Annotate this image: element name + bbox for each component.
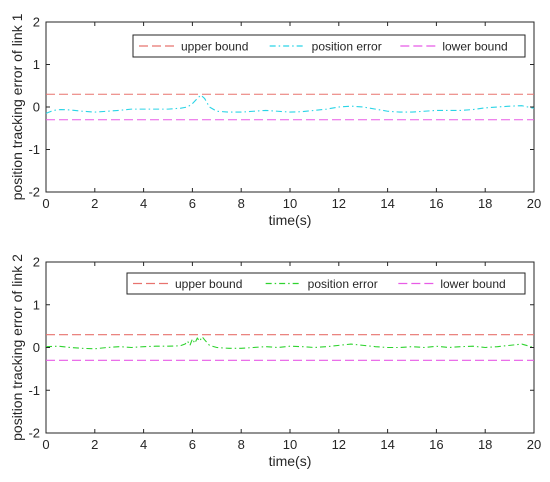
x-tick-label: 14 (380, 437, 394, 452)
legend-box (132, 34, 526, 58)
chart-panel-2: 0 2 4 6 8 10 12 14 16 18 20-2-1012time(s)position … (9, 254, 541, 469)
x-tick-label: 14 (380, 196, 394, 211)
x-tick-label: 0 (42, 437, 49, 452)
x-tick-label: 10 (283, 437, 297, 452)
legend: upper bound position error lower bound (132, 34, 526, 58)
x-tick-label: 8 (238, 437, 245, 452)
y-tick-label: -1 (28, 142, 40, 157)
y-tick-label: 1 (33, 57, 40, 72)
y-tick-label: -2 (28, 426, 40, 441)
legend-box (126, 272, 526, 295)
y-tick-label: 0 (33, 100, 40, 115)
legend-entry-label: upper bound (181, 40, 248, 54)
x-tick-label: 2 (91, 196, 98, 211)
chart-panel-1: 0 2 4 6 8 10 12 14 16 18 20-2-1012time(s)position … (9, 13, 541, 228)
x-tick-label: 0 (42, 196, 49, 211)
x-tick-label: 18 (478, 437, 492, 452)
y-tick-label: 1 (33, 297, 40, 312)
series-line-position-error (45, 94, 535, 114)
x-axis-label: time(s) (269, 212, 312, 228)
x-tick-label: 16 (429, 437, 443, 452)
legend-entry-label: upper bound (175, 277, 242, 291)
x-axis-label: time(s) (269, 453, 312, 469)
x-tick-label: 12 (332, 437, 346, 452)
y-axis-label: position tracking error of link 2 (9, 254, 25, 441)
x-tick-label: 20 (527, 437, 541, 452)
y-tick-label: -1 (28, 383, 40, 398)
y-tick-label: 0 (33, 340, 40, 355)
x-tick-label: 20 (527, 196, 541, 211)
legend-entry-label: lower bound (442, 40, 507, 54)
y-axis-label: position tracking error of link 1 (9, 13, 25, 200)
x-tick-label: 10 (283, 196, 297, 211)
x-tick-label: 16 (429, 196, 443, 211)
x-tick-label: 8 (238, 196, 245, 211)
legend-entry-label: position error (312, 40, 382, 54)
legend-entry-label: position error (308, 277, 378, 291)
series-line-position-error (45, 335, 535, 350)
x-tick-label: 6 (189, 437, 196, 452)
legend: upper bound position error lower bound (126, 272, 526, 295)
x-tick-label: 4 (140, 196, 147, 211)
y-tick-label: 2 (33, 15, 40, 30)
y-tick-label: -2 (28, 185, 40, 200)
x-tick-label: 4 (140, 437, 147, 452)
y-tick-label: 2 (33, 255, 40, 270)
x-tick-label: 12 (332, 196, 346, 211)
x-tick-label: 2 (91, 437, 98, 452)
legend-entry-label: lower bound (440, 277, 505, 291)
x-tick-label: 18 (478, 196, 492, 211)
x-tick-label: 6 (189, 196, 196, 211)
